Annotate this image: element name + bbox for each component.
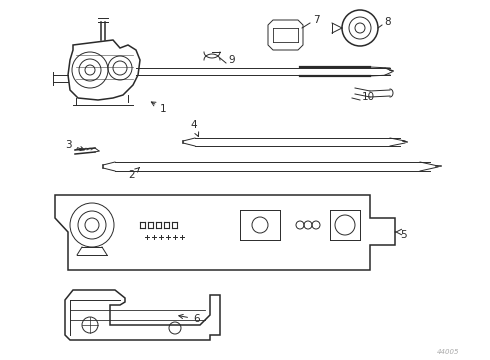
Text: 9: 9 — [228, 55, 235, 65]
Text: 6: 6 — [179, 314, 199, 324]
Text: 10: 10 — [362, 92, 375, 102]
Text: 44005: 44005 — [437, 349, 459, 355]
Text: 4: 4 — [190, 120, 198, 136]
Text: 3: 3 — [65, 140, 84, 150]
Text: 8: 8 — [384, 17, 391, 27]
Text: 7: 7 — [313, 15, 319, 25]
Text: 2: 2 — [128, 167, 140, 180]
Text: 1: 1 — [151, 102, 167, 114]
Text: 5: 5 — [400, 230, 407, 240]
